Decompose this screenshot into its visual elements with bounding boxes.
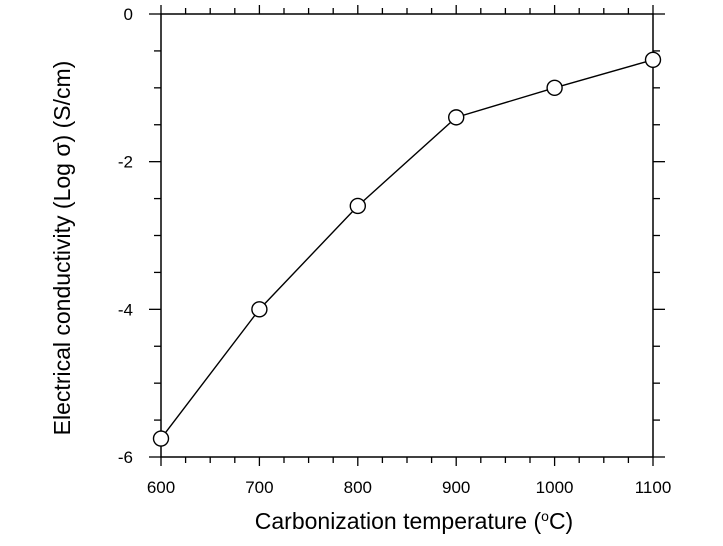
x-tick-label: 1100: [635, 478, 672, 497]
data-point: [251, 301, 268, 318]
series-line: [160, 59, 654, 439]
axis-ticks: [149, 5, 665, 466]
data-point: [546, 79, 563, 97]
x-tick-label: 800: [344, 478, 372, 497]
y-tick-label: -2: [118, 153, 133, 172]
x-tick-label: 1000: [536, 478, 574, 497]
x-tick-label: 600: [147, 478, 175, 497]
y-tick-label: -4: [118, 300, 133, 319]
data-point: [152, 430, 170, 447]
y-tick-label: 0: [124, 5, 133, 24]
y-axis-title: Electrical conductivity (Log σ) (S/cm): [49, 61, 75, 436]
y-tick-label: -6: [118, 448, 133, 467]
x-tick-label: 900: [442, 478, 470, 497]
data-point: [644, 51, 662, 68]
x-tick-label: 700: [245, 478, 273, 497]
data-point: [349, 197, 366, 215]
x-axis-title: Carbonization temperature (oC): [255, 508, 573, 534]
series-group: [152, 51, 662, 447]
data-point: [448, 109, 465, 126]
axis-tick-labels: 600 700 800 900 1000 1100 0 -2 -4 -6: [118, 5, 671, 497]
